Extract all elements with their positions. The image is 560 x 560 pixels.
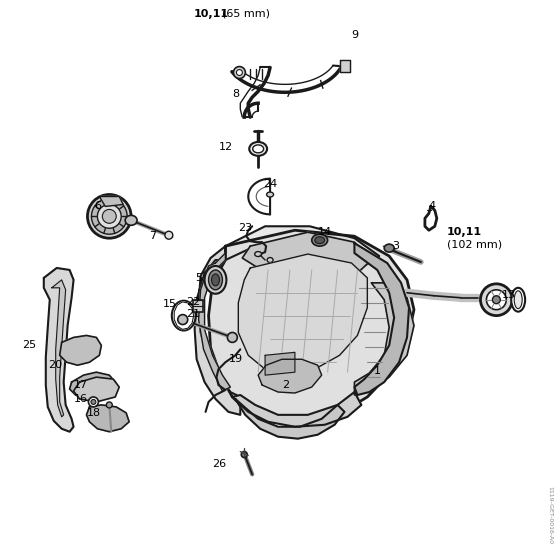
Ellipse shape bbox=[102, 209, 116, 223]
Text: 22: 22 bbox=[186, 297, 200, 307]
Text: 19: 19 bbox=[228, 354, 242, 364]
Polygon shape bbox=[73, 377, 119, 402]
Text: 7: 7 bbox=[149, 231, 156, 241]
Text: (65 mm): (65 mm) bbox=[222, 9, 270, 19]
Polygon shape bbox=[258, 360, 321, 393]
Ellipse shape bbox=[88, 397, 99, 407]
Polygon shape bbox=[174, 302, 194, 329]
Ellipse shape bbox=[236, 69, 242, 76]
Text: 26: 26 bbox=[212, 459, 227, 469]
Ellipse shape bbox=[165, 231, 173, 239]
Text: 20: 20 bbox=[48, 360, 62, 370]
Text: 9: 9 bbox=[352, 30, 358, 40]
Text: (102 mm): (102 mm) bbox=[447, 239, 502, 249]
Text: 8: 8 bbox=[232, 89, 240, 99]
Text: 17: 17 bbox=[73, 380, 88, 390]
Text: 6: 6 bbox=[95, 202, 101, 212]
Ellipse shape bbox=[208, 270, 222, 290]
Text: 3: 3 bbox=[392, 241, 399, 251]
Ellipse shape bbox=[212, 274, 220, 286]
Polygon shape bbox=[265, 352, 295, 375]
Ellipse shape bbox=[312, 234, 328, 246]
Polygon shape bbox=[52, 280, 66, 417]
Polygon shape bbox=[208, 230, 414, 425]
Text: 15: 15 bbox=[163, 298, 177, 309]
Ellipse shape bbox=[480, 284, 512, 316]
Text: 12: 12 bbox=[218, 142, 232, 152]
Polygon shape bbox=[44, 268, 73, 432]
Ellipse shape bbox=[106, 402, 112, 408]
Ellipse shape bbox=[178, 315, 188, 325]
Ellipse shape bbox=[97, 204, 121, 228]
Polygon shape bbox=[60, 335, 101, 365]
Ellipse shape bbox=[234, 67, 245, 78]
Ellipse shape bbox=[511, 288, 525, 311]
Ellipse shape bbox=[204, 266, 226, 294]
Ellipse shape bbox=[125, 216, 137, 225]
Ellipse shape bbox=[249, 142, 267, 156]
Text: 5: 5 bbox=[195, 273, 203, 283]
Polygon shape bbox=[99, 197, 123, 207]
FancyBboxPatch shape bbox=[193, 300, 203, 311]
Polygon shape bbox=[232, 392, 361, 427]
Text: 16: 16 bbox=[73, 394, 87, 404]
Ellipse shape bbox=[87, 194, 131, 238]
Ellipse shape bbox=[255, 251, 262, 256]
Text: 1119-GET-0016-A0: 1119-GET-0016-A0 bbox=[548, 486, 553, 544]
Text: 2: 2 bbox=[282, 380, 289, 390]
Polygon shape bbox=[69, 372, 116, 399]
Text: 10,11: 10,11 bbox=[447, 227, 482, 237]
Ellipse shape bbox=[227, 333, 237, 342]
Polygon shape bbox=[86, 405, 129, 432]
Ellipse shape bbox=[315, 237, 325, 244]
Polygon shape bbox=[195, 246, 240, 415]
Text: 10,11: 10,11 bbox=[194, 9, 229, 19]
Text: 1: 1 bbox=[374, 366, 381, 376]
Polygon shape bbox=[226, 226, 379, 266]
Ellipse shape bbox=[384, 244, 394, 252]
Ellipse shape bbox=[267, 192, 273, 197]
Ellipse shape bbox=[267, 258, 273, 263]
Ellipse shape bbox=[241, 451, 248, 458]
Text: 24: 24 bbox=[263, 179, 277, 189]
Polygon shape bbox=[354, 283, 414, 395]
Polygon shape bbox=[235, 399, 344, 438]
Ellipse shape bbox=[492, 296, 500, 304]
Ellipse shape bbox=[514, 291, 522, 309]
Polygon shape bbox=[242, 232, 371, 276]
Ellipse shape bbox=[172, 301, 195, 330]
Polygon shape bbox=[239, 254, 367, 375]
Text: 23: 23 bbox=[239, 223, 253, 234]
Polygon shape bbox=[199, 253, 230, 391]
Ellipse shape bbox=[91, 198, 127, 234]
Ellipse shape bbox=[487, 290, 506, 310]
Polygon shape bbox=[339, 60, 349, 72]
Text: 13: 13 bbox=[502, 290, 516, 300]
Ellipse shape bbox=[176, 305, 192, 326]
Polygon shape bbox=[354, 243, 409, 395]
Text: 21: 21 bbox=[186, 309, 200, 319]
Text: 25: 25 bbox=[22, 340, 36, 351]
Text: 14: 14 bbox=[318, 227, 332, 237]
Text: 4: 4 bbox=[429, 202, 436, 212]
Ellipse shape bbox=[91, 399, 96, 404]
Ellipse shape bbox=[253, 145, 264, 153]
Text: 18: 18 bbox=[86, 408, 101, 418]
